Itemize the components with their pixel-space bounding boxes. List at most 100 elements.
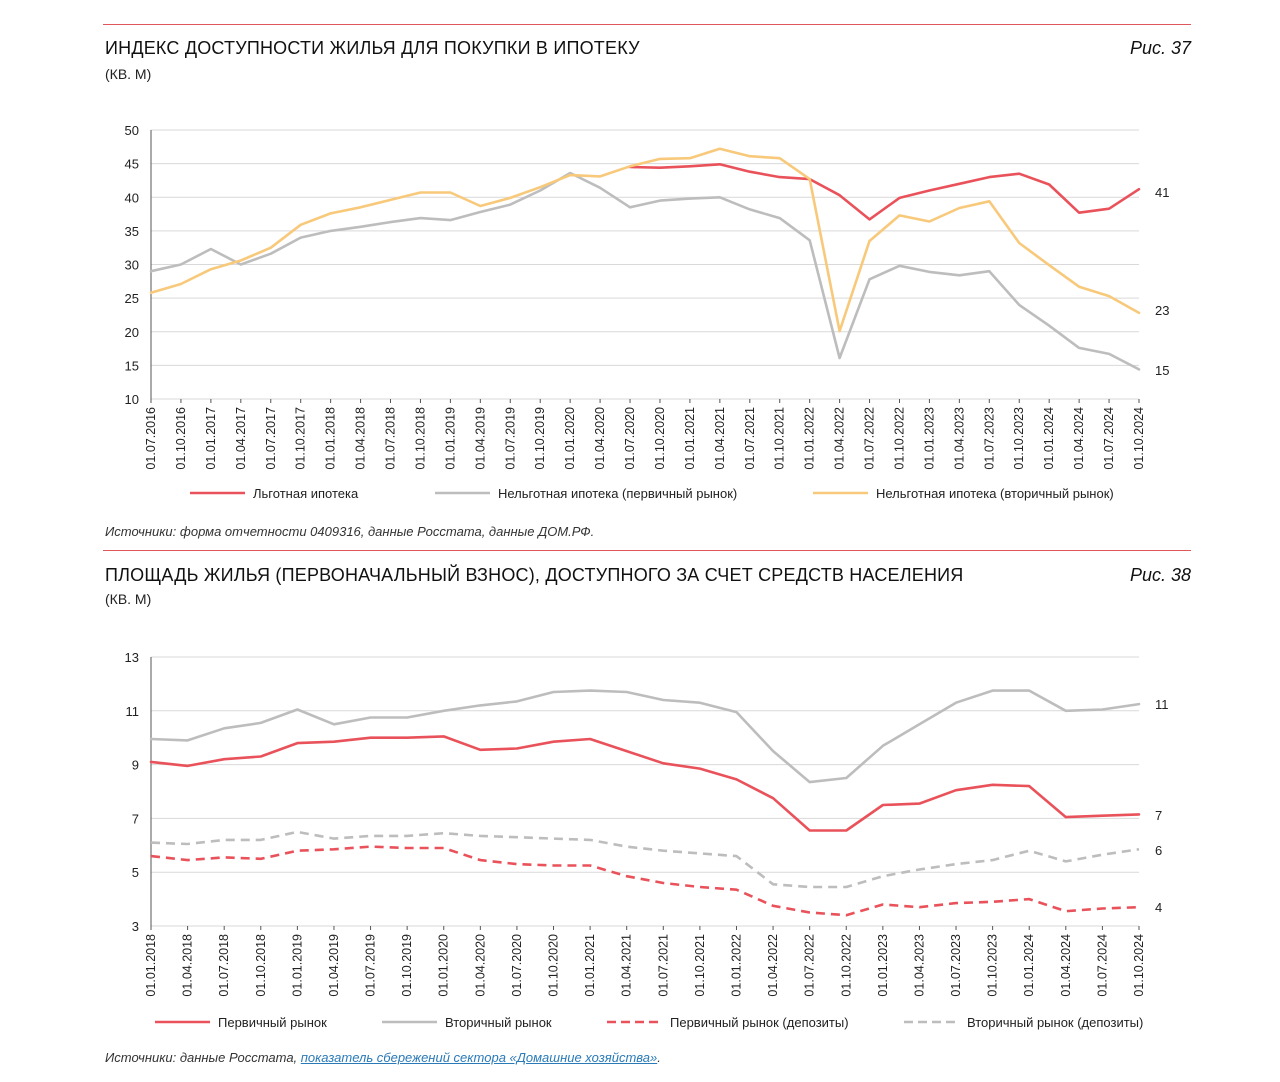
x-tick-label: 01.07.2019 [503,407,517,470]
x-tick-label: 01.10.2021 [773,407,787,470]
middle-divider [103,550,1191,551]
x-tick-label: 01.10.2021 [693,934,707,997]
chart2-figure-label: Рис. 38 [1129,565,1191,585]
x-tick-label: 01.01.2019 [443,407,457,470]
series-line-1 [149,735,1141,832]
end-value-label: 11 [1155,697,1169,712]
x-tick-label: 01.07.2021 [743,407,757,470]
y-tick-label: 13 [125,650,139,665]
y-tick-label: 25 [125,291,139,306]
end-value-label: 23 [1155,303,1169,318]
x-tick-label: 01.01.2018 [144,934,158,997]
x-tick-label: 01.01.2019 [290,934,304,997]
x-tick-label: 01.01.2021 [683,407,697,470]
end-value-label: 41 [1155,185,1169,200]
x-tick-label: 01.07.2023 [949,934,963,997]
x-tick-label: 01.04.2019 [327,934,341,997]
legend-label: Вторичный рынок (депозиты) [967,1015,1143,1030]
end-value-label: 4 [1155,900,1162,915]
x-tick-label: 01.04.2018 [181,934,195,997]
x-tick-label: 01.07.2017 [264,407,278,470]
chart2-source-link[interactable]: показатель сбережений сектора «Домашние … [300,1050,658,1065]
x-tick-label: 01.10.2018 [254,934,268,997]
y-tick-label: 50 [125,123,139,138]
x-tick-label: 01.01.2022 [803,407,817,470]
x-tick-label: 01.04.2020 [593,407,607,470]
x-tick-label: 01.10.2024 [1132,407,1146,470]
x-tick-label: 01.07.2022 [863,407,877,470]
end-value-label: 15 [1155,363,1169,378]
x-tick-label: 01.07.2021 [656,934,670,997]
x-tick-label: 01.10.2018 [413,407,427,470]
x-tick-label: 01.07.2016 [144,407,158,470]
x-tick-label: 01.10.2022 [892,407,906,470]
x-tick-label: 01.10.2023 [1012,407,1026,470]
x-tick-label: 01.04.2017 [234,407,248,470]
x-tick-label: 01.10.2019 [533,407,547,470]
series-line-1 [628,163,1141,221]
x-tick-label: 01.04.2023 [952,407,966,470]
top-divider [103,24,1191,25]
x-tick-label: 01.07.2024 [1095,934,1109,997]
y-tick-label: 20 [125,325,139,340]
y-tick-label: 45 [125,157,139,172]
x-tick-label: 01.01.2023 [922,407,936,470]
series-line-2 [149,689,1141,784]
x-tick-label: 01.04.2024 [1059,934,1073,997]
series-line-4 [150,830,1140,889]
x-tick-label: 01.10.2017 [294,407,308,470]
x-tick-label: 01.04.2022 [833,407,847,470]
x-tick-label: 01.04.2018 [354,407,368,470]
chart2-source-text: Источники: данные Росстата, [105,1050,301,1065]
y-tick-label: 40 [125,190,139,205]
x-tick-label: 01.07.2024 [1102,407,1116,470]
x-tick-label: 01.01.2024 [1042,407,1056,470]
x-tick-label: 01.04.2021 [620,934,634,997]
chart2-plot: 3 5 7 9 11 13 01.01.2018 01.04.2018 01.07.2018 01… [125,650,1169,1030]
legend-label: Льготная ипотека [253,486,359,501]
y-tick-label: 7 [132,811,139,826]
chart2-subtitle: (КВ. М) [105,591,152,607]
chart2-title: ПЛОЩАДЬ ЖИЛЬЯ (ПЕРВОНАЧАЛЬНЫЙ ВЗНОС), ДО… [105,565,964,585]
x-tick-label: 01.07.2020 [510,934,524,997]
chart1-plot: 10 15 20 25 30 35 40 45 50 01.07.2016 01.10.2016 01… [125,123,1170,501]
x-tick-label: 01.04.2021 [713,407,727,470]
x-tick-label: 01.04.2020 [473,934,487,997]
x-tick-label: 01.01.2023 [876,934,890,997]
x-tick-label: 01.10.2016 [174,407,188,470]
series-line-3 [149,147,1141,333]
x-tick-label: 01.07.2019 [364,934,378,997]
y-tick-label: 30 [125,258,139,273]
x-tick-label: 01.07.2018 [217,934,231,997]
y-tick-label: 35 [125,224,139,239]
y-tick-label: 11 [126,704,140,719]
x-tick-label: 01.01.2024 [1022,934,1036,997]
end-value-label: 6 [1155,843,1162,858]
y-tick-label: 5 [132,865,139,880]
x-tick-label: 01.10.2022 [839,934,853,997]
series-line-2 [149,171,1141,371]
x-tick-label: 01.07.2023 [982,407,996,470]
series-line-3 [150,845,1140,917]
x-tick-label: 01.04.2022 [766,934,780,997]
y-tick-label: 15 [125,358,139,373]
x-tick-label: 01.07.2018 [384,407,398,470]
end-value-label: 7 [1155,808,1162,823]
x-tick-label: 01.10.2020 [547,934,561,997]
y-tick-label: 10 [125,392,139,407]
legend-label: Нельготная ипотека (первичный рынок) [498,486,737,501]
x-tick-label: 01.01.2020 [563,407,577,470]
chart1-figure-label: Рис. 37 [1129,38,1191,58]
y-tick-label: 9 [132,758,139,773]
legend-label: Первичный рынок [218,1015,327,1030]
x-tick-label: 01.01.2017 [204,407,218,470]
x-tick-label: 01.01.2020 [437,934,451,997]
x-tick-label: 01.04.2023 [912,934,926,997]
legend-label: Нельготная ипотека (вторичный рынок) [876,486,1114,501]
x-tick-label: 01.01.2022 [729,934,743,997]
chart1-subtitle: (КВ. М) [105,66,152,82]
x-tick-label: 01.10.2024 [1132,934,1146,997]
x-tick-label: 01.10.2020 [653,407,667,470]
x-tick-label: 01.01.2018 [324,407,338,470]
y-tick-label: 3 [132,919,139,934]
